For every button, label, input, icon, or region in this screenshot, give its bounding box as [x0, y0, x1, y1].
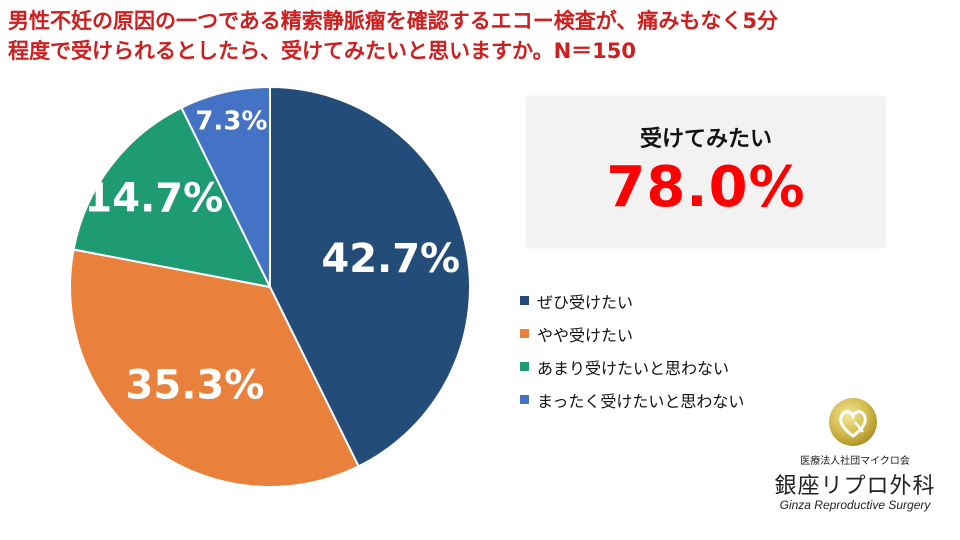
legend-item-4: まったく受けたいと思わない — [520, 383, 744, 416]
pie-slice-2 — [69, 248, 360, 488]
legend-swatch-3 — [520, 362, 529, 371]
pie-slice-label-2: 35.3% — [126, 363, 265, 409]
pie-slice-4 — [180, 85, 271, 288]
clinic-logo: 医療法人社団マイクロ会 銀座リプロ外科 Ginza Reproductive S… — [760, 396, 950, 524]
legend-swatch-2 — [520, 329, 529, 338]
logo-clinic-name-en: Ginza Reproductive Surgery — [779, 498, 931, 512]
legend-swatch-1 — [520, 296, 529, 305]
pie-chart: 42.7% 35.3% 14.7% 7.3% — [69, 85, 471, 488]
chart-title: 男性不妊の原因の一つである精索静脈瘤を確認するエコー検査が、痛みもなく5分 程度… — [8, 6, 948, 66]
legend-label-3: あまり受けたいと思わない — [537, 358, 730, 378]
summary-label: 受けてみたい — [639, 127, 772, 152]
pie-slice-label-3: 14.7% — [84, 176, 223, 222]
pie-slice-1 — [269, 85, 471, 468]
chart-title-line-2: 程度で受けられるとしたら、受けてみたいと思いますか。N＝150 — [8, 39, 636, 63]
summary-callout: 受けてみたい 78.0% — [527, 97, 885, 247]
legend-item-3: あまり受けたいと思わない — [520, 350, 744, 383]
chart-title-line-1: 男性不妊の原因の一つである精索静脈瘤を確認するエコー検査が、痛みもなく5分 — [8, 9, 778, 33]
pie-slice-label-4: 7.3% — [195, 106, 267, 136]
pie-slice-3 — [72, 106, 272, 289]
legend-swatch-4 — [520, 395, 529, 404]
legend-label-4: まったく受けたいと思わない — [537, 391, 745, 411]
pie-slice-label-1: 42.7% — [321, 236, 460, 282]
chart-legend: ぜひ受けたい やや受けたいあまり受けたいと思わない まったく受けたいと思わない — [520, 284, 744, 416]
logo-clinic-name: 銀座リプロ外科 — [774, 474, 936, 499]
summary-value: 78.0% — [606, 155, 806, 220]
legend-item-1: ぜひ受けたい — [520, 284, 744, 317]
logo-org-name: 医療法人社団マイクロ会 — [800, 456, 910, 467]
heart-in-circle-logo-icon — [829, 398, 877, 446]
legend-label-2: やや受けたい — [537, 325, 634, 345]
legend-item-2: やや受けたい — [520, 317, 744, 350]
legend-label-1: ぜひ受けたい — [537, 292, 634, 312]
